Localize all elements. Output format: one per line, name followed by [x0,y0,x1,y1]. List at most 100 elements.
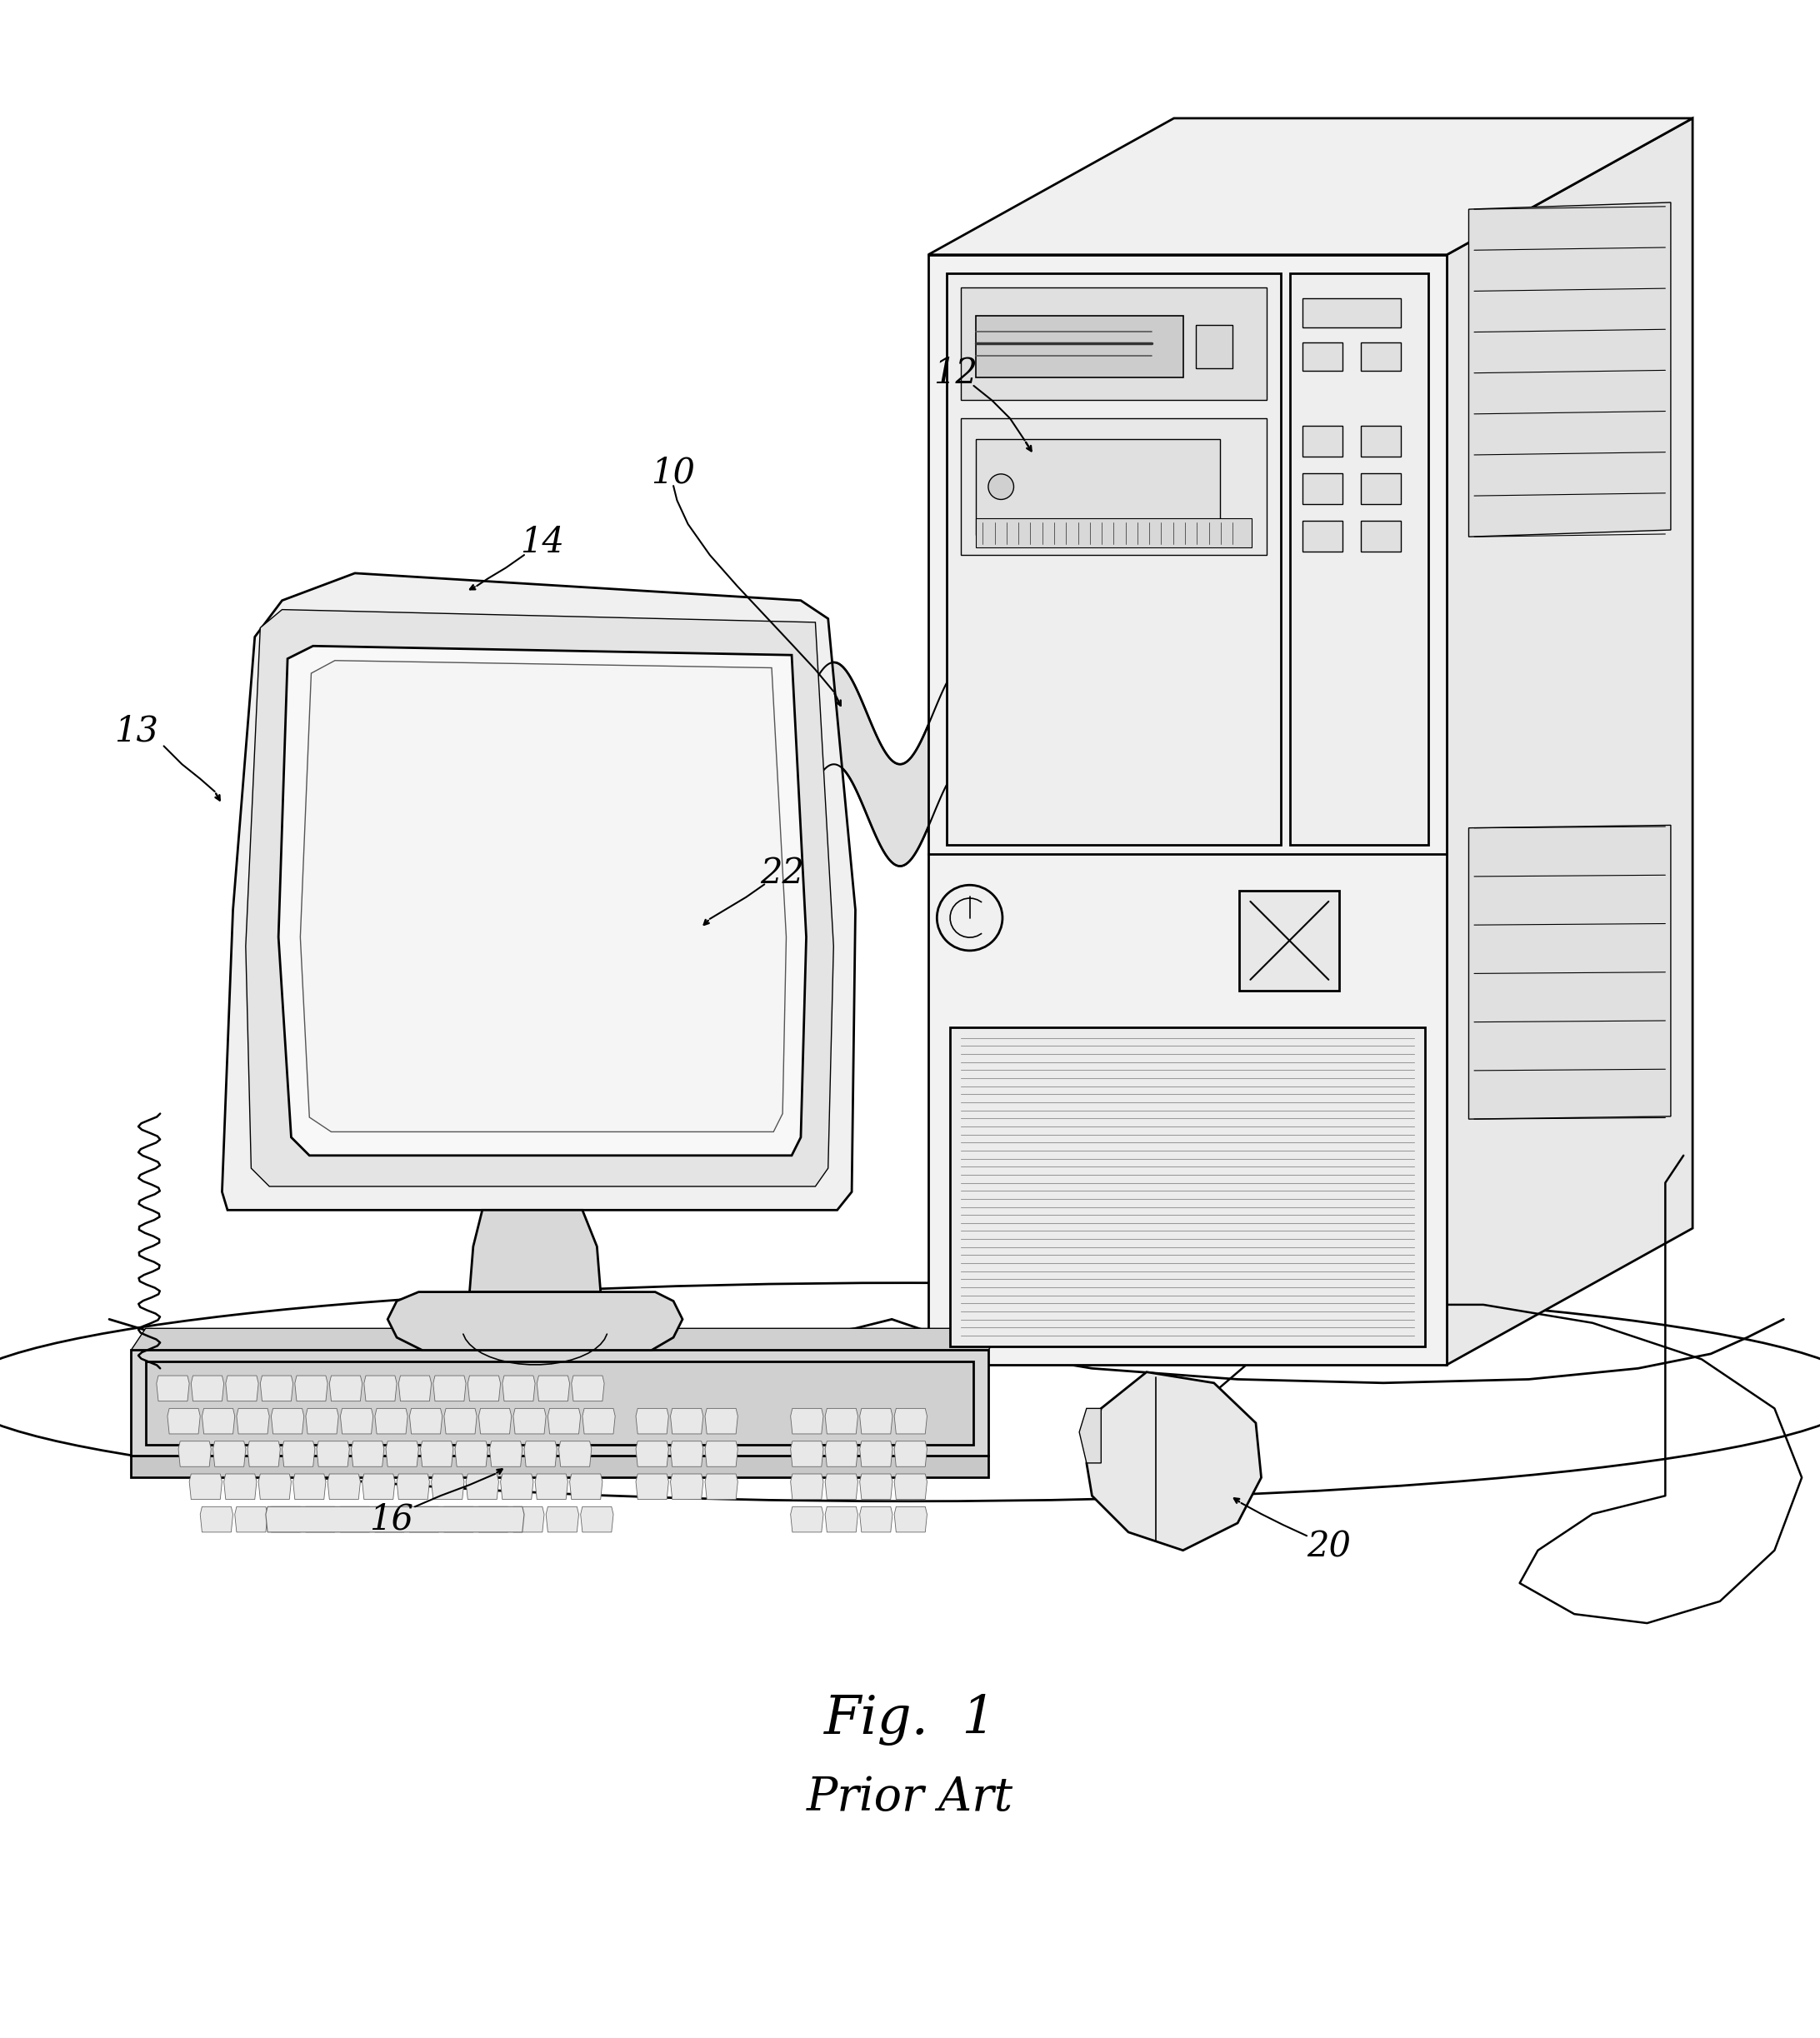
Bar [1303,473,1343,503]
Polygon shape [131,1455,988,1478]
Polygon shape [704,1441,737,1467]
Polygon shape [431,1473,464,1500]
Polygon shape [1087,1372,1261,1551]
Polygon shape [226,1376,258,1402]
Polygon shape [397,1473,430,1500]
Polygon shape [329,1376,362,1402]
Bar [961,287,1267,399]
Polygon shape [537,1376,570,1402]
Polygon shape [859,1408,892,1435]
Polygon shape [582,1408,615,1435]
Polygon shape [479,1408,511,1435]
Polygon shape [399,1376,431,1402]
Polygon shape [635,1408,668,1435]
Polygon shape [824,1441,857,1467]
Polygon shape [490,1441,522,1467]
Polygon shape [1469,202,1671,536]
Polygon shape [213,1441,246,1467]
Circle shape [988,475,1014,499]
Polygon shape [444,1408,477,1435]
Bar [1361,426,1401,457]
Text: Prior Art: Prior Art [806,1775,1014,1820]
Bar [1303,426,1343,457]
Polygon shape [824,1506,857,1533]
Polygon shape [362,1473,395,1500]
Polygon shape [790,1506,823,1533]
Polygon shape [408,1506,440,1533]
Polygon shape [300,660,786,1131]
Polygon shape [894,1408,926,1435]
Polygon shape [824,1408,857,1435]
Polygon shape [790,1441,823,1467]
Bar [1303,520,1343,552]
Bar [1196,324,1232,369]
Polygon shape [248,1441,280,1467]
Polygon shape [433,1376,466,1402]
Polygon shape [373,1506,406,1533]
Polygon shape [501,1473,533,1500]
Polygon shape [222,573,855,1211]
Polygon shape [704,1473,737,1500]
Text: 10: 10 [652,457,695,491]
Polygon shape [442,1506,475,1533]
Polygon shape [670,1408,703,1435]
Polygon shape [824,1473,857,1500]
Polygon shape [1447,118,1693,1365]
Polygon shape [189,1473,222,1500]
Polygon shape [455,1441,488,1467]
Polygon shape [801,662,946,866]
Polygon shape [388,1292,682,1351]
Bar [1303,298,1401,328]
Bar [1303,342,1343,371]
Bar [950,1027,1425,1347]
Bar [976,438,1219,534]
Polygon shape [670,1441,703,1467]
Polygon shape [635,1441,668,1467]
Polygon shape [704,1408,737,1435]
Polygon shape [269,1506,302,1533]
Text: Fig.  1: Fig. 1 [824,1694,996,1745]
Polygon shape [502,1376,535,1402]
Polygon shape [282,1441,315,1467]
Polygon shape [304,1506,337,1533]
Polygon shape [524,1441,557,1467]
Polygon shape [351,1441,384,1467]
Polygon shape [364,1376,397,1402]
Bar [946,273,1281,846]
Bar [976,518,1252,548]
Polygon shape [293,1473,326,1500]
Polygon shape [559,1441,592,1467]
Bar [131,1351,988,1455]
Polygon shape [258,1473,291,1500]
Polygon shape [157,1376,189,1402]
Bar [1239,891,1340,990]
Bar [961,418,1267,554]
Polygon shape [131,1329,1003,1351]
Polygon shape [546,1506,579,1533]
Polygon shape [235,1506,268,1533]
Text: 20: 20 [1307,1528,1350,1565]
Polygon shape [317,1441,349,1467]
Polygon shape [670,1473,703,1500]
Polygon shape [571,1376,604,1402]
Bar [1361,342,1401,371]
Polygon shape [167,1408,200,1435]
Polygon shape [278,646,806,1156]
Polygon shape [202,1408,235,1435]
Polygon shape [1469,825,1671,1119]
Circle shape [937,884,1003,950]
Polygon shape [200,1506,233,1533]
Polygon shape [420,1441,453,1467]
Polygon shape [271,1408,304,1435]
Polygon shape [410,1408,442,1435]
Polygon shape [246,609,834,1186]
Polygon shape [266,1506,524,1533]
Bar [1361,520,1401,552]
Polygon shape [928,118,1693,255]
Polygon shape [340,1408,373,1435]
Text: 14: 14 [521,524,564,560]
Polygon shape [790,1408,823,1435]
Polygon shape [339,1506,371,1533]
Polygon shape [581,1506,613,1533]
Text: 16: 16 [369,1502,413,1537]
